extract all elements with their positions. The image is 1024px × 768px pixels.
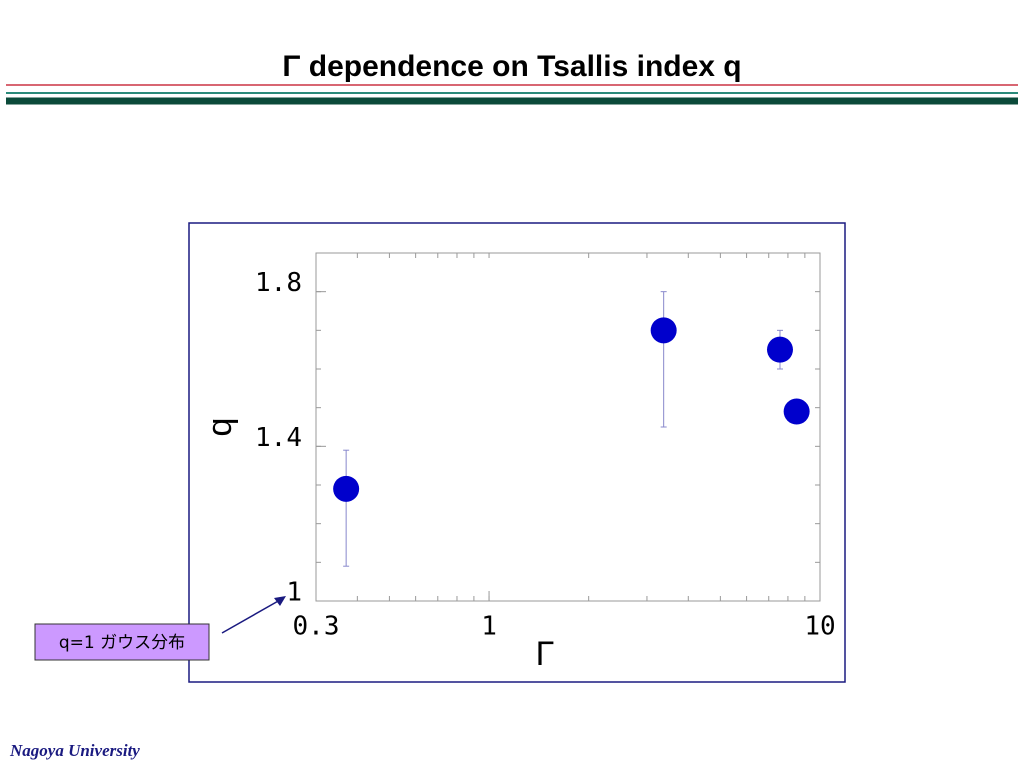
y-tick-label: 1.4 <box>255 423 302 453</box>
x-tick-label: 10 <box>804 612 835 642</box>
point <box>783 398 810 425</box>
annotation-box <box>34 623 210 661</box>
x-tick-label: 1 <box>481 612 497 642</box>
arrow-head <box>274 596 286 606</box>
footer: Nagoya University <box>9 741 140 760</box>
x-axis-label: Γ <box>536 635 555 673</box>
plot-area <box>315 252 821 602</box>
x-tick-label: 0.3 <box>293 612 340 642</box>
point <box>333 475 360 502</box>
point <box>766 336 793 363</box>
annotation: q=1 ガウス分布 <box>59 633 185 653</box>
annotation-arrow <box>221 599 281 634</box>
point <box>650 317 677 344</box>
y-tick-label: 1.8 <box>255 268 302 298</box>
chart-frame <box>188 222 846 683</box>
y-axis-label: q <box>201 418 239 437</box>
slide-title: Γ dependence on Tsallis index q <box>282 50 741 83</box>
y-tick-label: 1 <box>286 578 302 608</box>
